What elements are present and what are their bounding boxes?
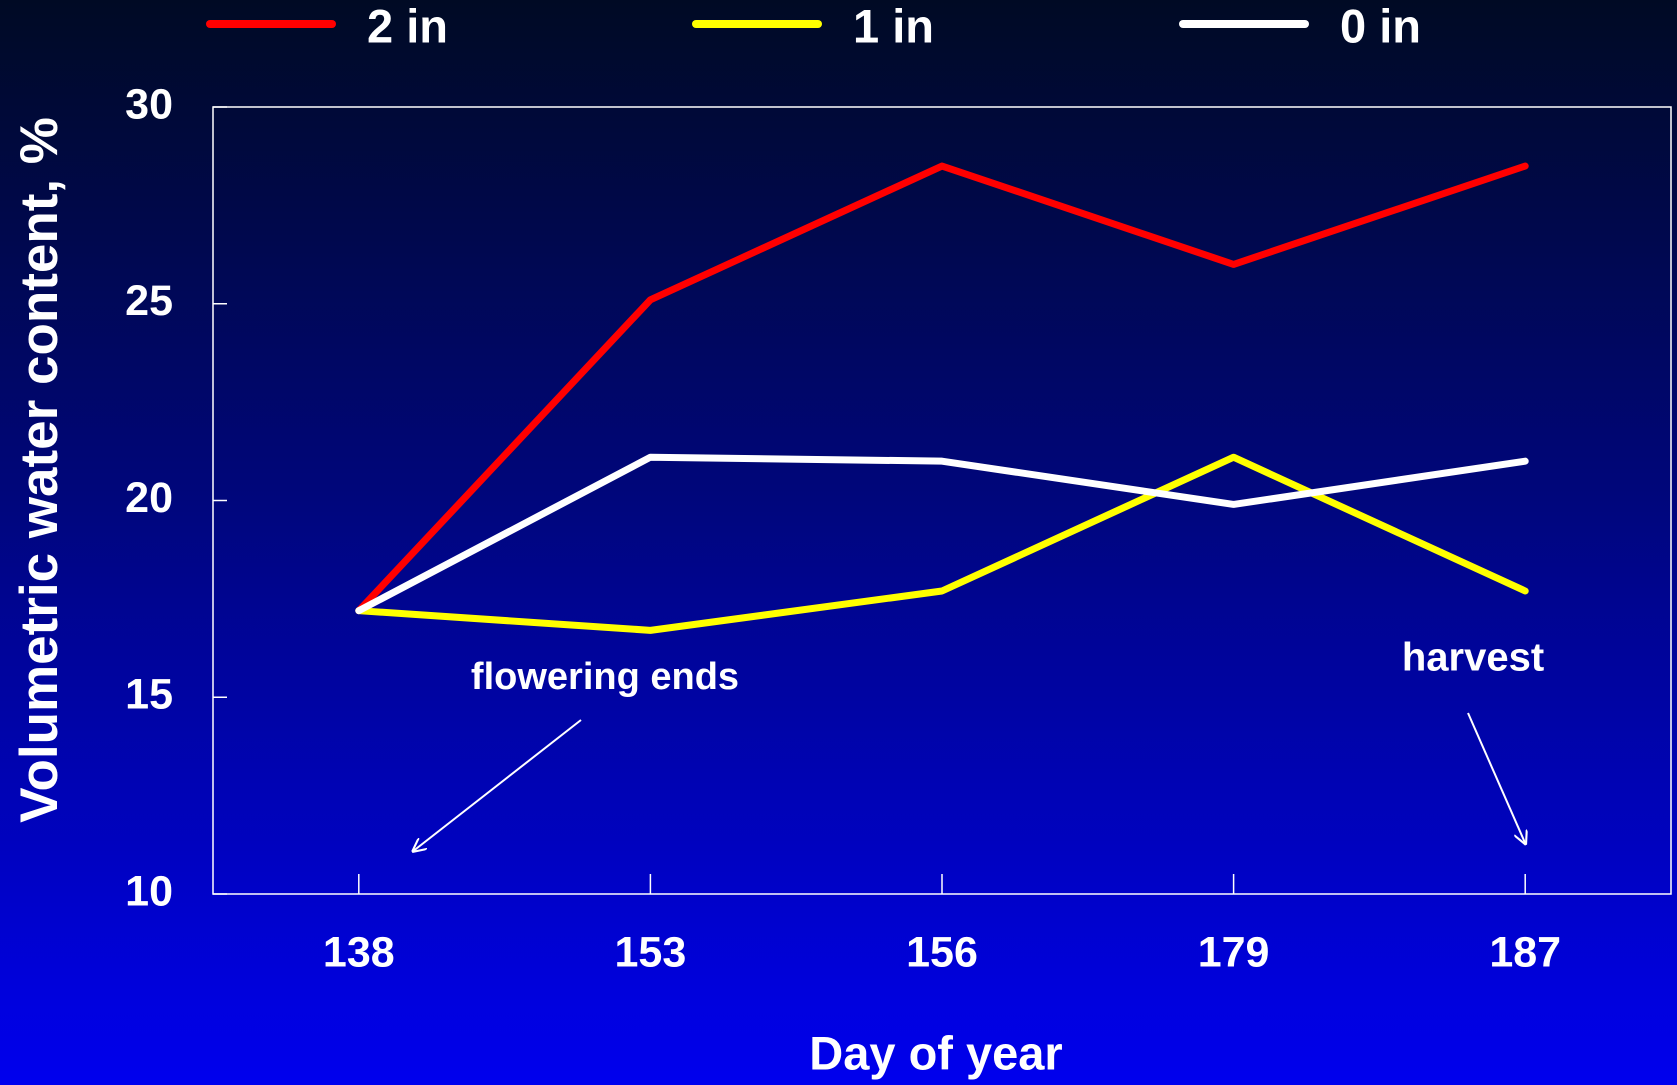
x-tick-label: 156 — [906, 928, 978, 976]
data-line — [355, 453, 1529, 615]
y-tick-label: 15 — [125, 671, 173, 719]
x-tick-label: 187 — [1489, 928, 1561, 976]
y-tick-label: 20 — [125, 474, 173, 522]
annotation-arrow — [412, 719, 582, 852]
legend-label: 1 in — [853, 0, 934, 52]
y-tick-label: 25 — [125, 277, 173, 325]
y-tick-label: 10 — [125, 867, 173, 915]
data-line — [355, 162, 1529, 615]
x-tick-label: 179 — [1198, 928, 1270, 976]
annotation-arrow — [1467, 712, 1526, 845]
legend-label: 2 in — [367, 0, 448, 52]
annotation: flowering ends — [471, 656, 739, 698]
annotation: harvest — [1402, 636, 1544, 680]
y-tick-label: 30 — [125, 80, 173, 128]
legend-label: 0 in — [1340, 0, 1421, 52]
x-tick-label: 138 — [323, 928, 395, 976]
y-axis-title: Volumetric water content, % — [10, 117, 69, 823]
x-tick-label: 153 — [615, 928, 687, 976]
data-line — [355, 453, 1529, 634]
x-axis-title: Day of year — [809, 1026, 1062, 1079]
